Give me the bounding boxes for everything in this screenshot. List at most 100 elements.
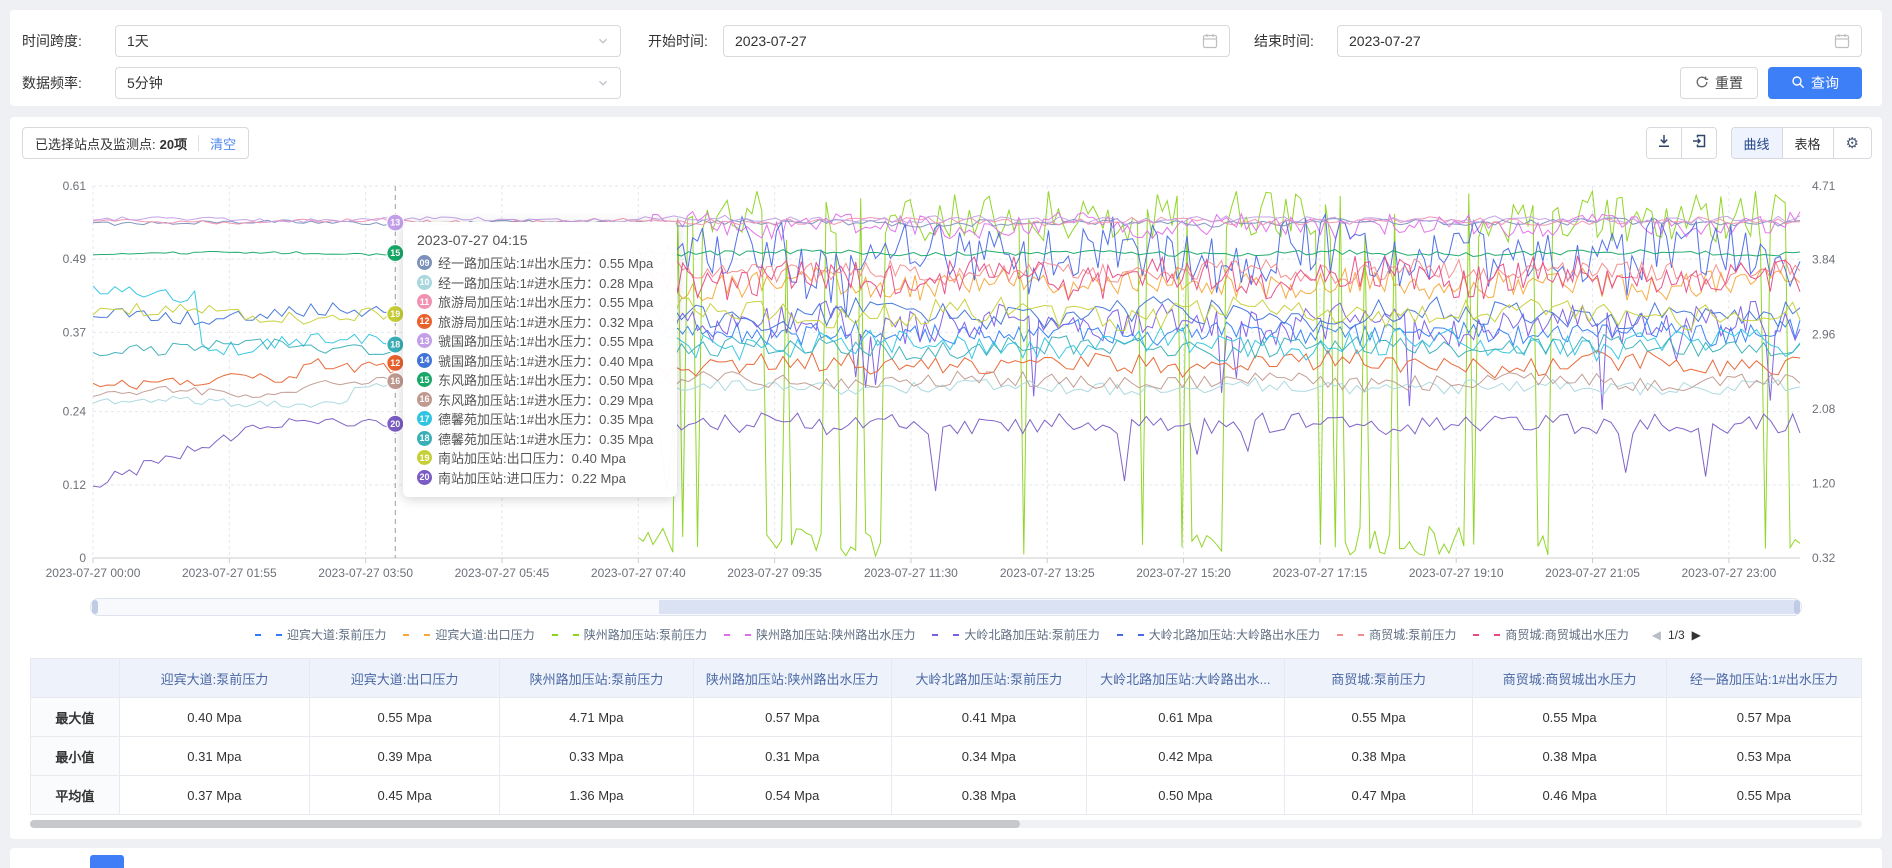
tooltip-text: 德馨苑加压站:1#进水压力：0.35 Mpa bbox=[438, 429, 653, 448]
table-cell: 0.37 Mpa bbox=[119, 776, 309, 815]
refresh-icon bbox=[1695, 75, 1709, 92]
table-cell: 0.50 Mpa bbox=[1086, 776, 1284, 815]
legend-label: 商贸城:泵前压力 bbox=[1369, 626, 1456, 643]
legend-item[interactable]: 01 迎宾大道:泵前压力 bbox=[255, 626, 386, 643]
download-icon bbox=[1656, 133, 1672, 154]
table-cell: 0.61 Mpa bbox=[1086, 698, 1284, 737]
table-column-header: 大岭北路加压站:泵前压力 bbox=[891, 659, 1086, 698]
legend-marker-icon: 06 bbox=[1117, 627, 1144, 642]
table-scrollbar-thumb[interactable] bbox=[30, 820, 1020, 828]
table-cell: 0.47 Mpa bbox=[1284, 776, 1473, 815]
selected-points-label: 已选择站点及监测点: bbox=[35, 134, 156, 153]
table-scrollbar-track bbox=[30, 820, 1862, 828]
legend-item[interactable]: 05 大岭北路加压站:泵前压力 bbox=[932, 626, 1099, 643]
legend-item[interactable]: 04 陕州路加压站:陕州路出水压力 bbox=[724, 626, 915, 643]
table-cell: 0.41 Mpa bbox=[891, 698, 1086, 737]
table-column-header: 经一路加压站:1#出水压力 bbox=[1666, 659, 1861, 698]
tooltip-timestamp: 2023-07-27 04:15 bbox=[417, 232, 663, 248]
end-time-input[interactable]: 2023-07-27 bbox=[1337, 25, 1862, 57]
tooltip-text: 虢国路加压站:1#进水压力：0.40 Mpa bbox=[438, 351, 653, 370]
table-column-header: 陕州路加压站:陕州路出水压力 bbox=[693, 659, 891, 698]
legend-label: 大岭北路加压站:泵前压力 bbox=[964, 626, 1099, 643]
reset-button[interactable]: 重置 bbox=[1680, 67, 1758, 99]
legend-marker-icon: 01 bbox=[255, 627, 282, 642]
legend-marker-icon: 04 bbox=[724, 627, 751, 642]
table-column-header: 商贸城:泵前压力 bbox=[1284, 659, 1473, 698]
table-cell: 0.31 Mpa bbox=[693, 737, 891, 776]
tooltip-row: 16东风路加压站:1#进水压力：0.29 Mpa bbox=[417, 390, 663, 410]
table-cell: 0.38 Mpa bbox=[891, 776, 1086, 815]
tooltip-row: 17德馨苑加压站:1#出水压力：0.35 Mpa bbox=[417, 409, 663, 429]
calendar-icon bbox=[1834, 33, 1850, 49]
query-label: 查询 bbox=[1811, 73, 1839, 93]
legend-next-icon[interactable]: ▶ bbox=[1692, 628, 1701, 642]
legend-label: 大岭北路加压站:大岭路出水压力 bbox=[1149, 626, 1320, 643]
time-span-select[interactable]: 1天 bbox=[115, 25, 621, 57]
table-row: 平均值0.37 Mpa0.45 Mpa1.36 Mpa0.54 Mpa0.38 … bbox=[31, 776, 1862, 815]
tooltip-row: 19南站加压站:出口压力：0.40 Mpa bbox=[417, 448, 663, 468]
legend-marker-icon: 07 bbox=[1337, 627, 1364, 642]
legend-marker-icon: 03 bbox=[552, 627, 579, 642]
datazoom-right-handle[interactable] bbox=[1794, 600, 1800, 614]
download-button[interactable] bbox=[1647, 128, 1681, 158]
tooltip-text: 虢国路加压站:1#出水压力：0.55 Mpa bbox=[438, 331, 653, 350]
tooltip-row: 13虢国路加压站:1#出水压力：0.55 Mpa bbox=[417, 331, 663, 351]
series-badge-icon: 17 bbox=[417, 411, 432, 426]
data-frequency-label: 数据频率: bbox=[22, 67, 82, 99]
legend-page-indicator: 1/3 bbox=[1668, 628, 1685, 642]
legend-label: 迎宾大道:泵前压力 bbox=[287, 626, 386, 643]
table-column-header: 迎宾大道:泵前压力 bbox=[119, 659, 309, 698]
clear-selection-link[interactable]: 清空 bbox=[210, 134, 236, 153]
export-icon bbox=[1691, 133, 1707, 154]
chip-divider bbox=[198, 135, 199, 151]
chart-settings-button[interactable]: ⚙ bbox=[1833, 128, 1871, 158]
start-time-input[interactable]: 2023-07-27 bbox=[723, 25, 1230, 57]
stats-table: 迎宾大道:泵前压力迎宾大道:出口压力陕州路加压站:泵前压力陕州路加压站:陕州路出… bbox=[30, 658, 1862, 815]
series-badge-icon: 12 bbox=[417, 314, 432, 329]
tab-table[interactable]: 表格 bbox=[1782, 128, 1833, 158]
table-cell: 0.53 Mpa bbox=[1666, 737, 1861, 776]
legend-label: 陕州路加压站:陕州路出水压力 bbox=[756, 626, 915, 643]
datazoom-shadow bbox=[659, 600, 1800, 614]
table-corner-cell bbox=[31, 659, 120, 698]
legend-item[interactable]: 02迎宾大道:出口压力 bbox=[403, 626, 534, 643]
tooltip-text: 旅游局加压站:1#出水压力：0.55 Mpa bbox=[438, 292, 653, 311]
tooltip-text: 东风路加压站:1#出水压力：0.50 Mpa bbox=[438, 370, 653, 389]
tooltip-row: 18德馨苑加压站:1#进水压力：0.35 Mpa bbox=[417, 429, 663, 449]
table-cell: 0.57 Mpa bbox=[1666, 698, 1861, 737]
table-cell: 0.40 Mpa bbox=[119, 698, 309, 737]
legend-item[interactable]: 06 大岭北路加压站:大岭路出水压力 bbox=[1117, 626, 1320, 643]
query-button[interactable]: 查询 bbox=[1768, 67, 1862, 99]
datazoom-left-handle[interactable] bbox=[92, 600, 98, 614]
series-badge-icon: 19 bbox=[417, 450, 432, 465]
legend-item[interactable]: 08商贸城:商贸城出水压力 bbox=[1473, 626, 1628, 643]
legend-marker-icon: 02 bbox=[403, 627, 430, 642]
table-cell: 0.46 Mpa bbox=[1473, 776, 1666, 815]
legend-item[interactable]: 07 商贸城:泵前压力 bbox=[1337, 626, 1456, 643]
tooltip-row: 20南站加压站:进口压力：0.22 Mpa bbox=[417, 468, 663, 488]
legend-prev-icon[interactable]: ◀ bbox=[1652, 628, 1661, 642]
partial-blue-button[interactable] bbox=[90, 855, 124, 868]
legend-marker-icon: 05 bbox=[932, 627, 959, 642]
tab-curve[interactable]: 曲线 bbox=[1732, 128, 1782, 158]
chart-panel: 已选择站点及监测点: 20项 清空 曲线 表格 bbox=[10, 117, 1882, 839]
table-column-header: 迎宾大道:出口压力 bbox=[310, 659, 500, 698]
series-badge-icon: 16 bbox=[417, 392, 432, 407]
data-frequency-select[interactable]: 5分钟 bbox=[115, 67, 621, 99]
chart-legend: 01 迎宾大道:泵前压力 02迎宾大道:出口压力 03陕州路加压站:泵前压力 04 陕州路… bbox=[255, 626, 1701, 643]
table-row-header: 最大值 bbox=[31, 698, 120, 737]
export-button[interactable] bbox=[1681, 128, 1716, 158]
table-column-header: 陕州路加压站:泵前压力 bbox=[500, 659, 693, 698]
tooltip-text: 南站加压站:进口压力：0.22 Mpa bbox=[438, 468, 626, 487]
chevron-down-icon bbox=[597, 77, 609, 89]
tooltip-text: 经一路加压站:1#进水压力：0.28 Mpa bbox=[438, 273, 653, 292]
legend-item[interactable]: 03陕州路加压站:泵前压力 bbox=[552, 626, 707, 643]
start-time-value: 2023-07-27 bbox=[735, 33, 1202, 49]
table-cell: 0.38 Mpa bbox=[1284, 737, 1473, 776]
datazoom-slider[interactable] bbox=[90, 598, 1802, 616]
selected-points-count: 20项 bbox=[160, 134, 187, 153]
view-switch-group: 曲线 表格 ⚙ bbox=[1731, 127, 1872, 159]
table-row-header: 最小值 bbox=[31, 737, 120, 776]
tooltip-text: 经一路加压站:1#出水压力：0.55 Mpa bbox=[438, 253, 653, 272]
table-row: 最小值0.31 Mpa0.39 Mpa0.33 Mpa0.31 Mpa0.34 … bbox=[31, 737, 1862, 776]
